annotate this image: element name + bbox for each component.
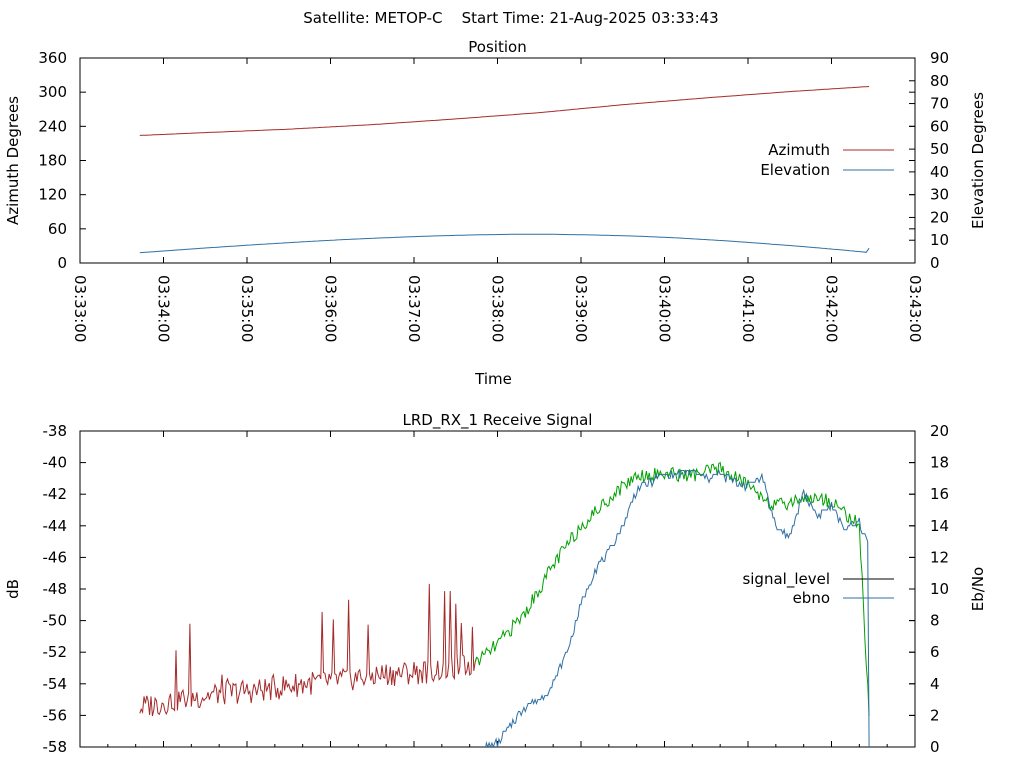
- y2-tick-label: 16: [930, 485, 949, 503]
- y-tick-label: -48: [43, 580, 68, 598]
- y2-tick-label: 70: [930, 95, 949, 113]
- x-tick-label: 03:39:00: [572, 275, 590, 342]
- x-tick-label: 03:42:00: [823, 275, 841, 342]
- y2-tick-label: 4: [930, 675, 940, 693]
- y2-tick-label: 0: [930, 738, 940, 756]
- series-line-ebno: [485, 468, 870, 747]
- y2-tick-label: 10: [930, 231, 949, 249]
- legend-label-Elevation: Elevation: [760, 161, 830, 179]
- chart-title: LRD_RX_1 Receive Signal: [403, 411, 593, 430]
- y2-tick-label: 14: [930, 517, 949, 535]
- y2-tick-label: 18: [930, 454, 949, 472]
- y2-tick-label: 30: [930, 186, 949, 204]
- x-tick-label: 03:37:00: [405, 275, 423, 342]
- chart-panel-1: Position 0 60 120 180 240 300 360 0 10 20 30 40 50 60 7…: [4, 38, 987, 388]
- page-title: Satellite: METOP-C Start Time: 21-Aug-20…: [303, 9, 718, 27]
- y2-tick-label: 90: [930, 49, 949, 67]
- series-line-Azimuth: [139, 86, 870, 136]
- x-tick-label: 03:38:00: [489, 275, 507, 342]
- y-tick-label: -42: [43, 485, 68, 503]
- x-tick-label: 03:41:00: [739, 275, 757, 342]
- x-tick-label: 03:40:00: [656, 275, 674, 342]
- x-axis-label: Time: [474, 370, 512, 388]
- y-tick-label: -50: [43, 612, 68, 630]
- chart-panel-2: LRD_RX_1 Receive Signal -58 -56 -54 -52 -50 -4…: [4, 411, 987, 756]
- y-tick-label: 240: [38, 117, 67, 135]
- y2-tick-label: 80: [930, 72, 949, 90]
- y2-tick-label: 40: [930, 163, 949, 181]
- y-axis-label: Azimuth Degrees: [4, 96, 22, 225]
- y-tick-label: 300: [38, 83, 67, 101]
- series-line-signal_level-high: [474, 461, 870, 717]
- y2-tick-label: 0: [930, 254, 940, 272]
- y2-tick-label: 8: [930, 612, 940, 630]
- y-tick-label: -46: [43, 548, 68, 566]
- y2-tick-label: 50: [930, 140, 949, 158]
- y-tick-label: -56: [43, 706, 68, 724]
- y-tick-label: -54: [43, 675, 68, 693]
- y2-tick-label: 20: [930, 208, 949, 226]
- legend-label-signal_level: signal_level: [742, 570, 830, 589]
- series-line-signal_level-low: [139, 583, 478, 717]
- y2-tick-label: 10: [930, 580, 949, 598]
- y-tick-label: -58: [43, 738, 68, 756]
- y2-tick-label: 12: [930, 548, 949, 566]
- x-tick-label: 03:43:00: [906, 275, 924, 342]
- y2-tick-label: 20: [930, 422, 949, 440]
- y2-tick-label: 60: [930, 117, 949, 135]
- x-tick-label: 03:35:00: [238, 275, 256, 342]
- y-axis-label: dB: [4, 579, 22, 599]
- y2-tick-label: 2: [930, 706, 940, 724]
- y-tick-label: 180: [38, 152, 67, 170]
- y2-axis-label: Elevation Degrees: [969, 92, 987, 229]
- series-line-Elevation: [139, 233, 870, 254]
- y-tick-label: -38: [43, 422, 68, 440]
- y-tick-label: 120: [38, 186, 67, 204]
- x-tick-label: 03:33:00: [71, 275, 89, 342]
- y-tick-label: -44: [43, 517, 68, 535]
- y2-axis-label: Eb/No: [969, 567, 987, 611]
- y-tick-label: -40: [43, 454, 68, 472]
- y-tick-label: 60: [48, 220, 67, 238]
- y-tick-label: 360: [38, 49, 67, 67]
- legend-label-Azimuth: Azimuth: [768, 141, 830, 159]
- x-tick-label: 03:34:00: [155, 275, 173, 342]
- x-tick-label: 03:36:00: [322, 275, 340, 342]
- legend-label-ebno: ebno: [793, 589, 830, 607]
- y2-tick-label: 6: [930, 643, 940, 661]
- y-tick-label: 0: [57, 254, 67, 272]
- chart-title: Position: [468, 38, 526, 56]
- y-tick-label: -52: [43, 643, 68, 661]
